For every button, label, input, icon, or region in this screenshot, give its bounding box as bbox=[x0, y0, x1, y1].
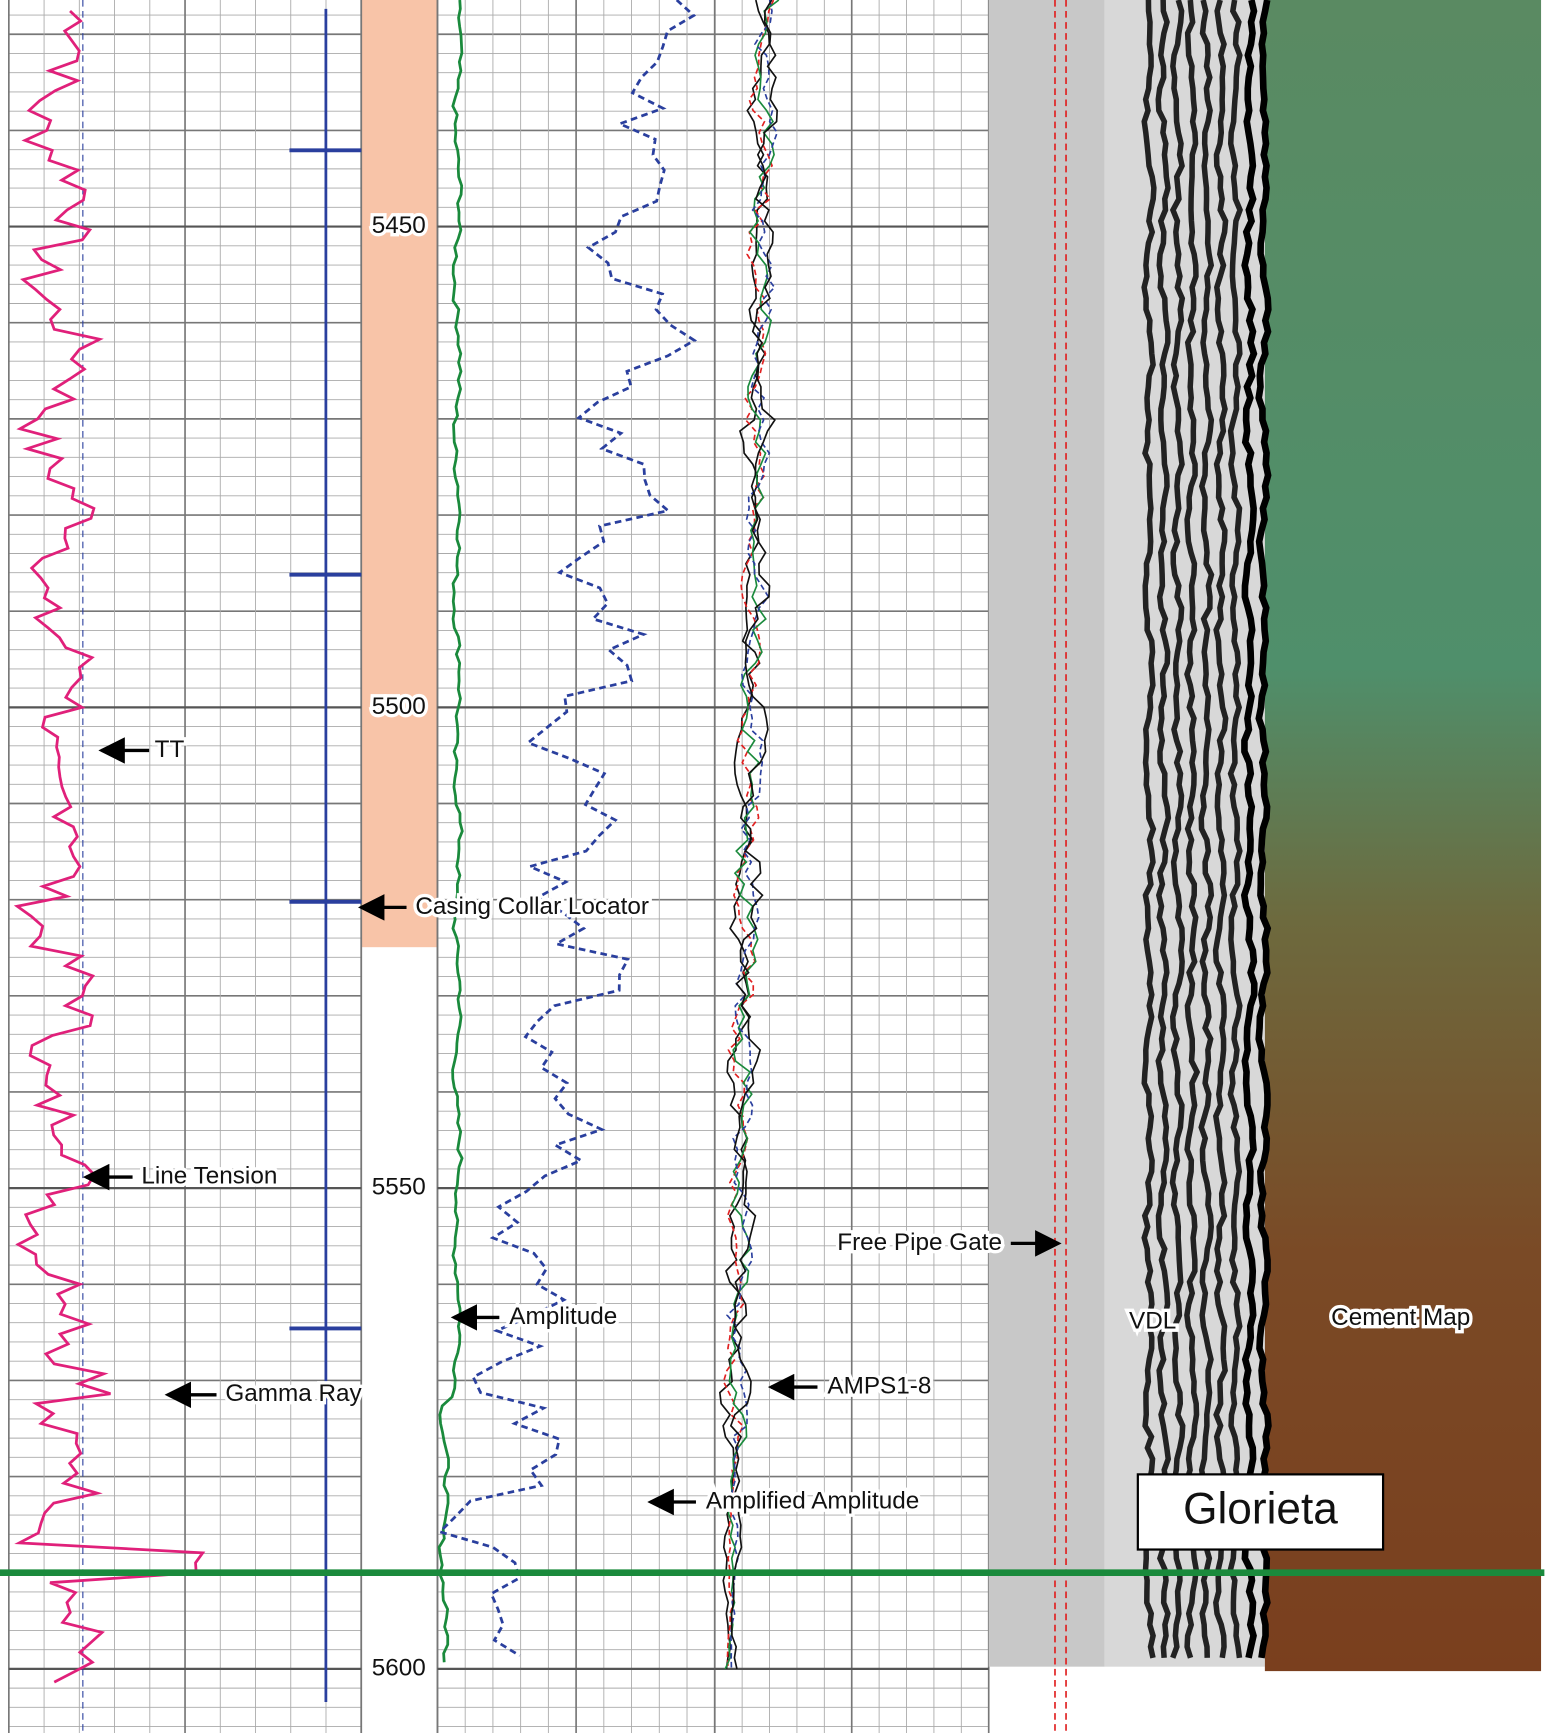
grid: 5450 5500 5550 5600 bbox=[8, 0, 990, 1733]
annotation: Line Tension bbox=[141, 1162, 277, 1189]
vdl-background bbox=[988, 0, 1105, 1667]
annotation: TT bbox=[155, 736, 185, 763]
formation-name: Glorieta bbox=[1183, 1485, 1338, 1534]
vdl-stripe bbox=[1169, 0, 1186, 1659]
annotation: VDL bbox=[1129, 1307, 1176, 1334]
amplitude bbox=[437, 0, 464, 1663]
vdl-stripe bbox=[1141, 0, 1157, 1659]
depth-label: 5500 bbox=[372, 693, 426, 720]
depth-shade bbox=[361, 0, 438, 948]
annotation: Amplitude bbox=[509, 1303, 617, 1330]
vdl-stripe bbox=[1212, 0, 1229, 1659]
amps-curve bbox=[725, 0, 779, 1669]
vdl-stripe bbox=[1198, 0, 1215, 1658]
amps-curve bbox=[718, 0, 771, 1670]
formation-box bbox=[1136, 1473, 1385, 1551]
annotation: Cement Map bbox=[1331, 1304, 1470, 1331]
vdl-stripe bbox=[1155, 0, 1172, 1659]
depth-label: 5450 bbox=[372, 212, 426, 239]
annotation: Amplified Amplitude bbox=[706, 1487, 919, 1514]
curves bbox=[13, 0, 1272, 1733]
annotations: TT Casing Collar Locator Line Tension Ga… bbox=[82, 733, 1474, 1551]
vdl-stripe bbox=[1183, 0, 1201, 1659]
annotation: Casing Collar Locator bbox=[415, 893, 649, 920]
depth-label: 5600 bbox=[372, 1654, 426, 1681]
cement-map bbox=[1264, 0, 1542, 1672]
annotation: AMPS1-8 bbox=[827, 1372, 931, 1399]
annotation: Free Pipe Gate bbox=[837, 1229, 1002, 1256]
amps-curve bbox=[729, 0, 778, 1670]
annotation: Gamma Ray bbox=[225, 1380, 362, 1407]
vdl-stripe bbox=[1240, 0, 1258, 1659]
vdl-stripe bbox=[1255, 0, 1272, 1659]
vdl-stripe bbox=[1227, 0, 1243, 1659]
gamma-ray bbox=[13, 10, 206, 1684]
vdl-area bbox=[1104, 0, 1265, 1667]
amplified-amplitude bbox=[437, 0, 698, 1657]
depth-label: 5550 bbox=[372, 1174, 426, 1201]
